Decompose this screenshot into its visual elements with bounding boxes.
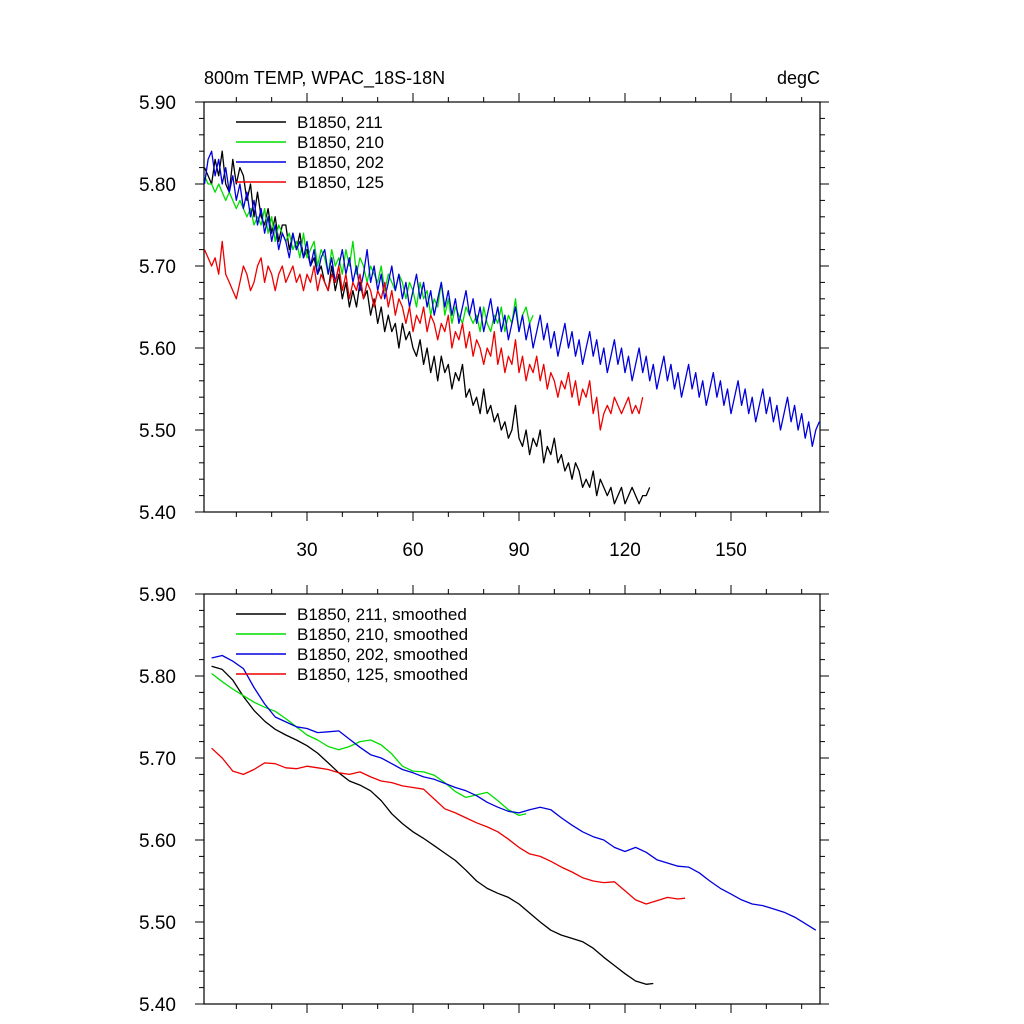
legend-label-4: B1850, 125, smoothed: [297, 665, 468, 684]
bottom-plot-frame: [203, 593, 821, 1005]
y-tick-label: 5.90: [139, 93, 176, 114]
bottom-series-group: [211, 654, 817, 985]
bottom-panel: 5.40 5.50 5.60 5.70 5.80 5.90 B1850, 211, smo…: [139, 585, 829, 1016]
legend-label-3: B1850, 202: [297, 153, 384, 172]
top-plot-frame: [203, 101, 821, 513]
y-tick-label: 5.80: [139, 175, 176, 196]
y-tick-label: 5.80: [139, 667, 176, 688]
x-tick-label: 90: [508, 540, 529, 561]
legend-label-3: B1850, 202, smoothed: [297, 645, 468, 664]
x-tick-label: 30: [296, 540, 317, 561]
series-line-3: [211, 654, 817, 931]
series-line-4: [211, 747, 686, 905]
y-tick-label: 5.70: [139, 749, 176, 770]
legend-label-1: B1850, 211, smoothed: [297, 605, 467, 624]
legend-label-1: B1850, 211: [297, 113, 383, 132]
y-tick-label: 5.90: [139, 585, 176, 606]
legend-label-4: B1850, 125: [297, 173, 384, 192]
y-tick-label: 5.40: [139, 995, 176, 1016]
x-tick-label: 120: [609, 540, 641, 561]
y-tick-label: 5.70: [139, 257, 176, 278]
x-tick-label: 150: [715, 540, 747, 561]
legend-label-2: B1850, 210, smoothed: [297, 625, 468, 644]
x-tick-label: 60: [402, 540, 423, 561]
series-line-2: [203, 175, 534, 333]
bottom-ticks: 5.40 5.50 5.60 5.70 5.80 5.90: [139, 585, 829, 1016]
top-series-group: [203, 150, 820, 505]
series-line-1: [203, 150, 651, 505]
y-tick-label: 5.50: [139, 421, 176, 442]
series-line-2: [211, 672, 527, 817]
series-line-4: [203, 240, 644, 431]
series-line-3: [203, 150, 820, 448]
top-panel: 800m TEMP, WPAC_18S-18N degC 5.40 5.50 5.6…: [139, 68, 829, 561]
y-tick-label: 5.60: [139, 339, 176, 360]
legend-label-2: B1850, 210: [297, 133, 384, 152]
y-tick-label: 5.40: [139, 503, 176, 524]
chart-title-left: 800m TEMP, WPAC_18S-18N: [204, 68, 445, 89]
chart-title-right: degC: [777, 68, 820, 88]
y-tick-label: 5.50: [139, 913, 176, 934]
y-tick-label: 5.60: [139, 831, 176, 852]
series-line-1: [211, 665, 654, 985]
top-ticks: 5.40 5.50 5.60 5.70 5.80 5.90 30 60 90 120 150: [139, 93, 829, 561]
